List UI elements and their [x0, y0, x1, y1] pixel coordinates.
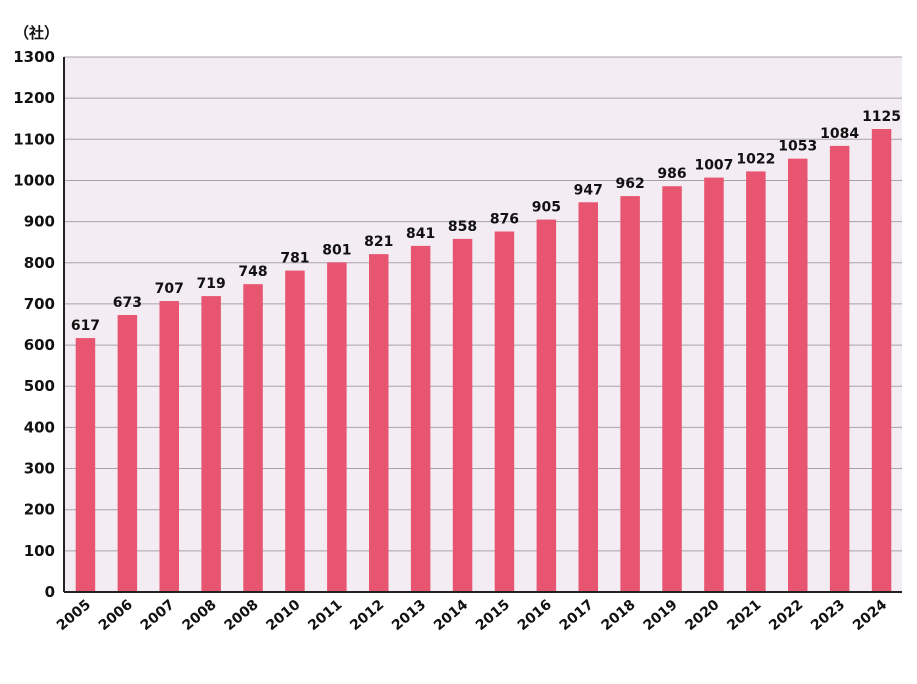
x-tick-label: 2022: [766, 597, 806, 634]
data-label: 986: [657, 166, 686, 182]
y-tick-label: 500: [24, 377, 55, 395]
data-labels: 617 673 707 719 748 781 801 821 841 858 876 905 947 9…: [71, 109, 901, 334]
x-tick-label: 2005: [54, 597, 94, 634]
x-tick-label: 2020: [682, 597, 722, 634]
y-tick-label: 1300: [13, 48, 55, 66]
data-label: 673: [113, 295, 142, 311]
bar: [410, 245, 431, 592]
y-tick-label: 700: [24, 295, 55, 313]
bar: [578, 202, 598, 592]
data-label: 821: [364, 234, 393, 250]
y-tick-label: 800: [24, 254, 55, 272]
y-tick-label: 400: [24, 418, 55, 436]
data-label: 905: [532, 200, 561, 216]
data-label: 781: [280, 251, 309, 267]
bars: [75, 129, 892, 593]
y-tick-label: 1000: [13, 171, 55, 189]
data-label: 947: [574, 182, 603, 198]
bar: [201, 296, 221, 592]
bar: [871, 129, 892, 592]
x-tick-label: 2015: [473, 597, 513, 634]
x-tick-label: 2023: [808, 597, 848, 634]
x-tick-label: 2019: [640, 597, 680, 634]
x-tick-label: 2011: [305, 597, 345, 634]
data-label: 1125: [862, 109, 901, 125]
bar: [117, 315, 138, 592]
y-tick-label: 900: [24, 213, 55, 231]
x-tick-label: 2012: [347, 597, 387, 634]
data-label: 1007: [694, 158, 733, 174]
bar: [746, 171, 766, 592]
x-axis-ticks: 2005 2006 2007 2008 2008 2010 2011 2012 2013 2014…: [54, 597, 890, 634]
data-label: 962: [616, 176, 645, 192]
x-tick-label: 2018: [599, 597, 639, 634]
plot-background: [64, 57, 902, 592]
y-tick-label: 1200: [13, 89, 55, 107]
bar: [327, 262, 347, 592]
x-tick-label: 2021: [724, 597, 764, 634]
bar: [243, 284, 263, 592]
bar: [536, 219, 557, 593]
x-tick-label: 2008: [180, 597, 220, 634]
y-tick-label: 600: [24, 336, 55, 354]
bar: [285, 270, 305, 592]
data-label: 876: [490, 211, 519, 227]
bar: [452, 238, 473, 592]
data-label: 748: [238, 264, 267, 280]
x-tick-label: 2008: [221, 597, 261, 634]
x-tick-label: 2024: [850, 597, 890, 634]
bar: [788, 158, 808, 592]
data-label: 707: [155, 281, 184, 297]
y-tick-label: 0: [45, 583, 55, 601]
data-label: 841: [406, 226, 435, 242]
data-label: 719: [197, 276, 226, 292]
data-label: 1022: [736, 151, 775, 167]
y-tick-label: 300: [24, 460, 55, 478]
y-tick-label: 1100: [13, 130, 55, 148]
x-tick-label: 2016: [515, 597, 555, 634]
data-label: 858: [448, 219, 477, 235]
y-axis-unit-label: （社）: [14, 24, 59, 42]
x-tick-label: 2013: [389, 597, 429, 634]
data-label: 1053: [778, 139, 817, 155]
x-tick-label: 2010: [263, 597, 303, 634]
bar: [704, 177, 724, 593]
bar: [620, 196, 640, 592]
x-tick-label: 2007: [138, 597, 178, 634]
x-tick-label: 2017: [557, 597, 597, 634]
x-tick-label: 2006: [96, 597, 136, 634]
bar: [369, 254, 389, 592]
bar: [494, 231, 515, 592]
data-label: 617: [71, 318, 100, 334]
data-label: 801: [322, 242, 351, 258]
data-label: 1084: [820, 126, 859, 142]
bar: [829, 145, 850, 592]
bar: [662, 186, 682, 592]
y-tick-label: 200: [24, 501, 55, 519]
bar: [159, 301, 179, 592]
y-tick-label: 100: [24, 542, 55, 560]
y-axis-ticks: 0 100 200 300 400 500 600 700 800 900 1000 1100 1200…: [13, 48, 55, 601]
x-tick-label: 2014: [431, 597, 471, 634]
bar: [75, 338, 96, 592]
